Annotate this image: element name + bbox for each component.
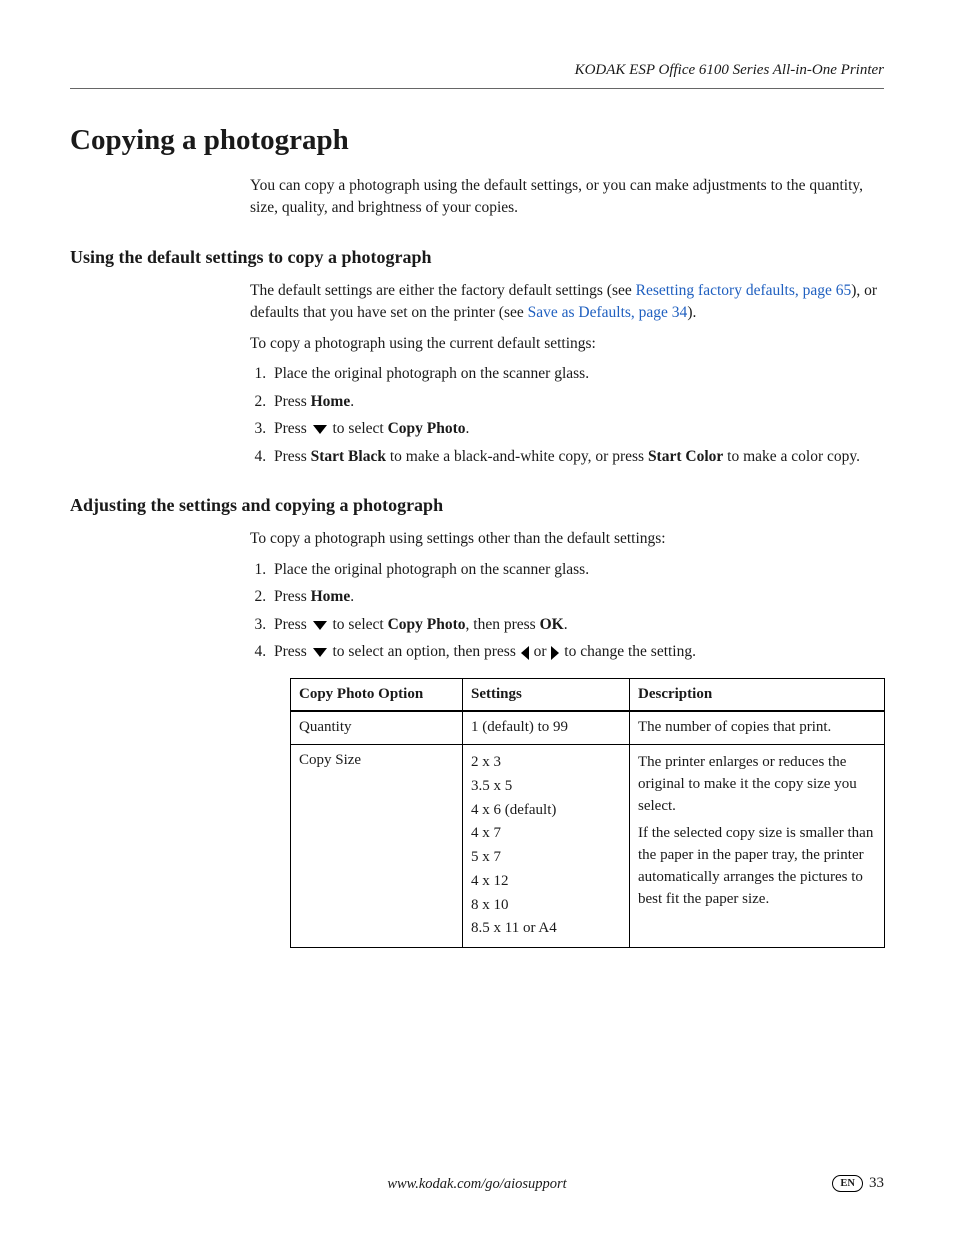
text: to select [329, 616, 388, 633]
page-number: EN 33 [832, 1173, 884, 1195]
text: . [466, 420, 470, 437]
page-header: KODAK ESP Office 6100 Series All-in-One … [70, 60, 884, 89]
cell-settings: 2 x 3 3.5 x 5 4 x 6 (default) 4 x 7 5 x … [463, 745, 630, 948]
section2-heading: Adjusting the settings and copying a pho… [70, 492, 884, 518]
text: to make a color copy. [723, 448, 860, 465]
size-option: 8 x 10 [471, 895, 621, 917]
section1-p1: The default settings are either the fact… [250, 280, 884, 325]
arrow-down-icon [313, 621, 327, 630]
list-item: Place the original photograph on the sca… [270, 559, 884, 581]
text: , then press [466, 616, 540, 633]
col-option: Copy Photo Option [291, 678, 463, 711]
home-label: Home [311, 393, 351, 410]
arrow-down-icon [313, 425, 327, 434]
size-option: 4 x 6 (default) [471, 800, 621, 822]
cell-desc: The number of copies that print. [630, 711, 885, 744]
text: . [564, 616, 568, 633]
section2-p1: To copy a photograph using settings othe… [250, 528, 884, 550]
page-title: Copying a photograph [70, 119, 884, 161]
intro-paragraph: You can copy a photograph using the defa… [250, 175, 884, 220]
text: Press [274, 420, 311, 437]
section1-heading: Using the default settings to copy a pho… [70, 244, 884, 270]
start-color-label: Start Color [648, 448, 723, 465]
footer-url: www.kodak.com/go/aiosupport [70, 1174, 884, 1195]
cell-settings: 1 (default) to 99 [463, 711, 630, 744]
list-item: Press Home. [270, 391, 884, 413]
text: to select an option, then press [329, 643, 520, 660]
desc-text: The printer enlarges or reduces the orig… [638, 752, 876, 817]
arrow-right-icon [551, 646, 559, 660]
copy-photo-label: Copy Photo [388, 616, 466, 633]
text: Press [274, 588, 311, 605]
text: to make a black-and-white copy, or press [386, 448, 648, 465]
start-black-label: Start Black [311, 448, 386, 465]
text: Press [274, 448, 311, 465]
desc-text: If the selected copy size is smaller tha… [638, 823, 876, 910]
language-badge: EN [832, 1175, 863, 1192]
list-item: Place the original photograph on the sca… [270, 363, 884, 385]
table-row: Quantity 1 (default) to 99 The number of… [291, 711, 885, 744]
section1-steps: Place the original photograph on the sca… [270, 363, 884, 468]
arrow-down-icon [313, 648, 327, 657]
list-item: Press Home. [270, 586, 884, 608]
size-option: 4 x 12 [471, 871, 621, 893]
cell-option: Copy Size [291, 745, 463, 948]
text: . [350, 393, 354, 410]
link-save-defaults[interactable]: Save as Defaults, page 34 [528, 304, 688, 321]
list-item: Press to select Copy Photo, then press O… [270, 614, 884, 636]
cell-option: Quantity [291, 711, 463, 744]
text: . [350, 588, 354, 605]
table-row: Copy Size 2 x 3 3.5 x 5 4 x 6 (default) … [291, 745, 885, 948]
cell-desc: The printer enlarges or reduces the orig… [630, 745, 885, 948]
size-option: 2 x 3 [471, 752, 621, 774]
section1-p2: To copy a photograph using the current d… [250, 333, 884, 355]
text: ). [687, 304, 696, 321]
col-description: Description [630, 678, 885, 711]
copy-photo-label: Copy Photo [388, 420, 466, 437]
text: Press [274, 393, 311, 410]
text: The default settings are either the fact… [250, 282, 636, 299]
size-option: 8.5 x 11 or A4 [471, 918, 621, 940]
home-label: Home [311, 588, 351, 605]
options-table: Copy Photo Option Settings Description Q… [290, 678, 885, 949]
size-option: 4 x 7 [471, 823, 621, 845]
text: Press [274, 616, 311, 633]
list-item: Press to select an option, then press or… [270, 641, 884, 663]
list-item: Press to select Copy Photo. [270, 418, 884, 440]
size-option: 3.5 x 5 [471, 776, 621, 798]
text: to select [329, 420, 388, 437]
section2-steps: Place the original photograph on the sca… [270, 559, 884, 664]
size-option: 5 x 7 [471, 847, 621, 869]
ok-label: OK [540, 616, 564, 633]
list-item: Press Start Black to make a black-and-wh… [270, 446, 884, 468]
text: or [530, 643, 551, 660]
link-resetting-defaults[interactable]: Resetting factory defaults, page 65 [636, 282, 852, 299]
col-settings: Settings [463, 678, 630, 711]
text: Press [274, 643, 311, 660]
arrow-left-icon [521, 646, 529, 660]
text: to change the setting. [560, 643, 696, 660]
page-no: 33 [869, 1175, 884, 1191]
